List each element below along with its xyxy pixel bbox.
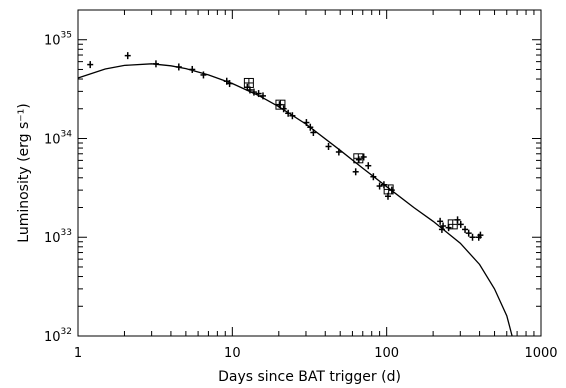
data-point-plus bbox=[388, 186, 395, 194]
y-axis-label: Luminosity (erg s⁻¹) bbox=[16, 103, 32, 242]
data-point-plus bbox=[360, 153, 367, 161]
x-tick-label: 1 bbox=[74, 346, 82, 361]
data-point-square bbox=[243, 77, 254, 88]
x-axis-label: Days since BAT trigger (d) bbox=[218, 369, 401, 385]
data-point-plus bbox=[440, 222, 447, 230]
data-point-plus bbox=[255, 90, 262, 98]
data-point-plus bbox=[200, 71, 207, 79]
data-point-plus bbox=[325, 142, 332, 150]
x-tick-label: 10 bbox=[224, 346, 241, 361]
data-point-plus bbox=[437, 217, 444, 225]
data-point-plus bbox=[124, 52, 131, 60]
data-point-plus bbox=[469, 233, 476, 241]
data-point-plus bbox=[462, 225, 469, 233]
data-point-plus bbox=[335, 148, 342, 156]
data-point-square bbox=[275, 99, 286, 110]
data-point-plus bbox=[189, 65, 196, 73]
data-point-plus bbox=[152, 60, 159, 68]
model-curve bbox=[77, 63, 513, 337]
data-point-plus bbox=[310, 128, 317, 136]
data-point-plus bbox=[175, 63, 182, 71]
plot-frame bbox=[77, 9, 542, 337]
data-point-plus bbox=[250, 88, 257, 96]
data-point-plus bbox=[477, 231, 484, 239]
data-point-plus bbox=[370, 173, 377, 181]
data-point-plus bbox=[376, 182, 383, 190]
y-tick-label: 1033 bbox=[44, 228, 72, 246]
axis-ticks bbox=[77, 9, 542, 337]
x-tick-label: 100 bbox=[374, 346, 399, 361]
y-tick-label: 1034 bbox=[44, 129, 72, 147]
data-point-plus bbox=[289, 112, 296, 120]
data-points bbox=[87, 52, 484, 241]
y-tick-label: 1035 bbox=[44, 31, 72, 49]
tick-labels: 1 10 100 1000 1032 1033 1034 1035 bbox=[44, 31, 558, 361]
data-point-plus bbox=[259, 92, 266, 100]
data-point-plus bbox=[438, 225, 445, 233]
data-point-plus bbox=[303, 119, 310, 127]
data-point-plus bbox=[285, 109, 292, 117]
data-point-plus bbox=[365, 162, 372, 170]
data-point-plus bbox=[457, 220, 464, 228]
data-point-plus bbox=[87, 61, 94, 69]
x-tick-label: 1000 bbox=[524, 346, 557, 361]
data-point-square bbox=[447, 219, 458, 230]
y-tick-label: 1032 bbox=[44, 327, 72, 345]
data-point-plus bbox=[226, 80, 233, 88]
data-point-plus bbox=[355, 156, 362, 164]
data-point-square bbox=[383, 184, 394, 195]
data-point-square bbox=[353, 153, 364, 164]
data-point-plus bbox=[465, 229, 472, 237]
data-point-plus bbox=[352, 168, 359, 176]
data-point-plus bbox=[307, 123, 314, 131]
